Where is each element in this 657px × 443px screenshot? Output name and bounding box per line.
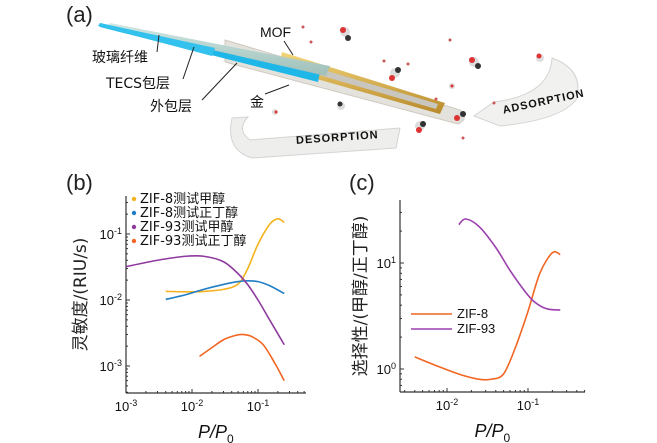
x-tick-label: 10-2 <box>436 397 458 413</box>
fiber-sensor-illustration <box>98 23 579 159</box>
panel-a-label: (a) <box>66 2 93 27</box>
x-axis-label: P/P0 <box>475 421 511 443</box>
y-tick-label: 10-3 <box>100 358 122 374</box>
callout-glass-fiber: 玻璃纤维 <box>92 50 148 66</box>
callout-outer-cladding: 外包层 <box>150 99 192 115</box>
legend-marker <box>131 196 137 202</box>
x-tick-label: 10-1 <box>517 397 539 413</box>
series-line-ZIF-93 <box>458 218 561 311</box>
desorption-arrow <box>230 116 401 159</box>
series-line-ZIF-8 <box>414 250 561 381</box>
x-tick-label: 10-3 <box>115 398 137 414</box>
y-tick-label: 10-2 <box>100 292 122 308</box>
molecules <box>272 25 544 140</box>
legend-label: ZIF-93测试甲醇 <box>140 219 233 235</box>
y-tick-label: 100 <box>377 361 396 377</box>
legend-marker <box>131 238 137 244</box>
legend-label: ZIF-93 <box>457 321 495 336</box>
series-line-ZIF-93测试甲醇 <box>125 254 285 346</box>
x-tick-label: 10-2 <box>181 398 203 414</box>
legend-marker <box>131 224 137 230</box>
series-line-ZIF-93测试正丁醇 <box>199 333 285 382</box>
series-line-ZIF-8测试正丁醇 <box>165 280 285 301</box>
x-axis-label: P/P0 <box>198 422 234 443</box>
adsorption-arrow <box>472 57 579 127</box>
x-tick-label: 10-1 <box>247 398 269 414</box>
legend-label: ZIF-8测试甲醇 <box>140 191 225 207</box>
legend-marker <box>131 210 137 216</box>
callout-tecs-cladding: TECS包层 <box>106 76 171 92</box>
legend-label: ZIF-93测试正丁醇 <box>140 233 246 249</box>
glass-fiber <box>108 23 330 76</box>
y-tick-label: 10-1 <box>100 226 122 242</box>
callout-mof: MOF <box>260 24 292 40</box>
y-axis-label: 灵敏度/(RIU/s) <box>71 238 91 352</box>
y-axis-label: 选择性/(甲醇/正丁醇) <box>351 216 371 377</box>
panel-c-label: (c) <box>349 170 375 195</box>
legend-label: ZIF-8 <box>457 306 488 321</box>
callout-gold: 金 <box>250 95 264 111</box>
legend-label: ZIF-8测试正丁醇 <box>140 205 238 221</box>
panel-b-label: (b) <box>66 170 93 195</box>
y-tick-label: 101 <box>377 255 396 271</box>
